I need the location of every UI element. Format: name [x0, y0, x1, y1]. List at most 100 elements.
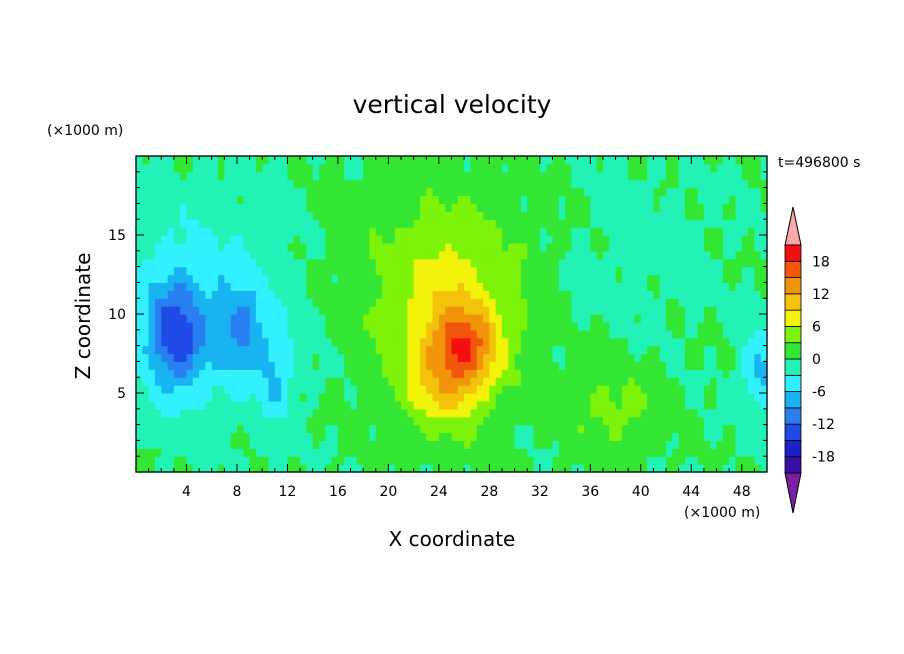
heatmap-cell [419, 227, 427, 236]
heatmap-cell [691, 385, 699, 394]
heatmap-cell [741, 211, 749, 220]
heatmap-cell [464, 448, 472, 457]
heatmap-cell [451, 314, 459, 323]
heatmap-cell [741, 377, 749, 386]
heatmap-cell [388, 314, 396, 323]
heatmap-cell [281, 195, 289, 204]
heatmap-cell [438, 329, 446, 339]
heatmap-cell [331, 321, 339, 331]
heatmap-cell [224, 171, 232, 181]
heatmap-cell [533, 369, 541, 378]
heatmap-cell [350, 171, 358, 181]
heatmap-cell [148, 321, 156, 331]
heatmap-cell [438, 385, 446, 394]
heatmap-cell [438, 282, 446, 291]
heatmap-cell [691, 290, 699, 299]
heatmap-cell [268, 211, 276, 220]
heatmap-cell [300, 337, 307, 347]
heatmap-cell [584, 353, 591, 362]
heatmap-cell [211, 464, 219, 473]
heatmap-cell [375, 408, 383, 418]
heatmap-cell [180, 179, 188, 189]
heatmap-cell [666, 408, 673, 418]
heatmap-cell [684, 464, 692, 473]
heatmap-cell [703, 377, 711, 386]
heatmap-cell [628, 290, 636, 299]
heatmap-cell [691, 424, 699, 434]
heatmap-cell [407, 385, 415, 394]
heatmap-cell [577, 203, 585, 212]
heatmap-cell [628, 329, 636, 339]
heatmap-cell [192, 314, 200, 323]
heatmap-cell [243, 456, 251, 465]
heatmap-cell [438, 369, 446, 378]
heatmap-cell [748, 448, 755, 457]
heatmap-cell [729, 187, 737, 197]
heatmap-cell [577, 163, 585, 173]
heatmap-cell [249, 337, 257, 347]
heatmap-cell [590, 195, 598, 204]
heatmap-cell [508, 203, 516, 212]
heatmap-cell [300, 321, 307, 331]
heatmap-cell [230, 314, 238, 323]
heatmap-cell [464, 337, 472, 347]
heatmap-cell [558, 345, 566, 355]
heatmap-cell [602, 456, 610, 465]
heatmap-cell [413, 314, 421, 323]
heatmap-cell [306, 464, 314, 473]
heatmap-cell [218, 211, 225, 220]
heatmap-cell [527, 242, 535, 252]
heatmap-cell [653, 337, 661, 347]
heatmap-cell [703, 416, 711, 426]
heatmap-cell [735, 187, 743, 197]
heatmap-cell [558, 440, 566, 449]
heatmap-cell [300, 440, 307, 449]
heatmap-cell [186, 456, 194, 465]
heatmap-cell [445, 314, 453, 323]
heatmap-cell [558, 266, 566, 276]
heatmap-cell [716, 156, 724, 165]
heatmap-cell [218, 408, 225, 418]
heatmap-cell [501, 432, 509, 441]
heatmap-cell [230, 227, 238, 236]
heatmap-cell [634, 298, 642, 307]
heatmap-cell [621, 432, 629, 441]
heatmap-cell [640, 416, 648, 426]
heatmap-cell [318, 203, 326, 212]
heatmap-cell [546, 250, 554, 260]
heatmap-cell [394, 345, 402, 355]
heatmap-cell [634, 227, 642, 236]
heatmap-cell [312, 227, 320, 236]
heatmap-cell [432, 298, 440, 307]
heatmap-cell [180, 298, 188, 307]
heatmap-cell [514, 282, 522, 291]
heatmap-cell [154, 345, 162, 355]
heatmap-cell [640, 298, 648, 307]
heatmap-cell [300, 235, 307, 244]
heatmap-cell [344, 179, 352, 189]
heatmap-cell [331, 290, 339, 299]
heatmap-cell [659, 448, 667, 457]
heatmap-cell [224, 242, 232, 252]
heatmap-cell [710, 464, 718, 473]
heatmap-cell [476, 314, 484, 323]
heatmap-cell [312, 314, 320, 323]
heatmap-cell [255, 195, 263, 204]
heatmap-cell [161, 464, 169, 473]
heatmap-cell [192, 321, 200, 331]
heatmap-cell [161, 266, 169, 276]
heatmap-cell [426, 298, 434, 307]
heatmap-cell [268, 219, 276, 228]
heatmap-cell [180, 393, 188, 402]
heatmap-cell [684, 440, 692, 449]
heatmap-cell [306, 345, 314, 355]
heatmap-cell [331, 258, 339, 268]
heatmap-cell [483, 440, 490, 449]
heatmap-cell [621, 171, 629, 181]
heatmap-cell [255, 171, 263, 181]
heatmap-cell [539, 353, 547, 362]
heatmap-cell [666, 321, 673, 331]
heatmap-cell [407, 345, 415, 355]
heatmap-cell [293, 195, 301, 204]
heatmap-cell [180, 321, 188, 331]
